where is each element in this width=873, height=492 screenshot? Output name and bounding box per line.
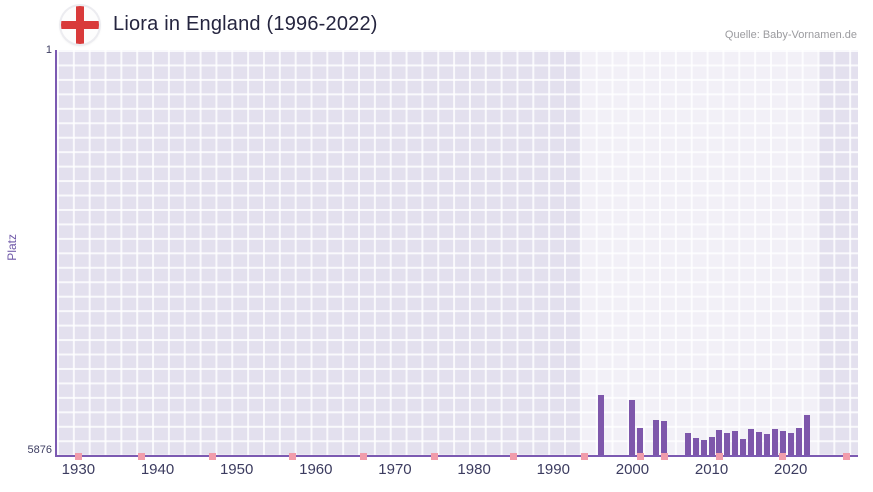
baseline-marker-1975 [431, 453, 439, 460]
bar-1996[interactable] [597, 394, 604, 455]
y-axis-line [55, 50, 57, 457]
bar-2018[interactable] [771, 429, 778, 455]
baseline-marker-2019 [779, 453, 787, 460]
bar-2004[interactable] [661, 420, 668, 455]
bar-2014[interactable] [740, 438, 747, 455]
bar-2009[interactable] [700, 440, 707, 455]
bar-2019[interactable] [779, 431, 786, 455]
bar-2011[interactable] [716, 429, 723, 455]
bar-2012[interactable] [724, 433, 731, 455]
plot-area [57, 50, 858, 460]
baseline-marker-2027 [842, 453, 850, 460]
bar-2007[interactable] [684, 433, 691, 455]
baseline-marker-1957 [288, 453, 296, 460]
bar-2022[interactable] [803, 414, 810, 455]
bar-2017[interactable] [763, 433, 770, 455]
x-tick-1930: 1930 [61, 461, 96, 478]
x-tick-1940: 1940 [140, 461, 175, 478]
x-tick-1980: 1980 [457, 461, 491, 478]
x-tick-1990: 1990 [536, 461, 570, 478]
england-flag-icon [61, 6, 99, 44]
x-tick-2000: 2000 [615, 461, 650, 478]
y-tick-min: 5876 [27, 444, 52, 456]
bar-2008[interactable] [692, 438, 699, 455]
flag-cross-horizontal [61, 21, 99, 29]
baseline-marker-1994 [581, 453, 589, 460]
bar-2000[interactable] [629, 400, 636, 455]
baseline-marker-2004 [660, 453, 668, 460]
source-attribution: Quelle: Baby-Vornamen.de [724, 29, 857, 41]
baseline-marker-1966 [359, 453, 367, 460]
x-tick-1960: 1960 [299, 461, 333, 478]
x-tick-2020: 2020 [774, 461, 808, 478]
bar-2010[interactable] [708, 436, 715, 455]
highlight-band [580, 50, 819, 455]
bar-2013[interactable] [732, 431, 739, 455]
baseline-marker-2001 [636, 453, 644, 460]
y-axis-title: Platz [5, 234, 19, 261]
baseline-marker-1938 [138, 453, 146, 460]
bar-2021[interactable] [795, 427, 802, 455]
baseline-marker-1947 [209, 453, 217, 460]
baseline-marker-1930 [74, 453, 82, 460]
y-tick-max: 1 [45, 44, 52, 56]
x-tick-1970: 1970 [378, 461, 412, 478]
baseline-marker-2011 [715, 453, 723, 460]
baseline-marker-1985 [510, 453, 518, 460]
x-tick-1950: 1950 [219, 461, 254, 478]
bar-2003[interactable] [653, 420, 660, 455]
x-axis-ticks: 1930 1940 1950 1960 1970 1980 1990 2000 2010 2020 [57, 461, 858, 481]
page-title: Liora in England (1996-2022) [113, 13, 378, 35]
bar-2001[interactable] [637, 427, 644, 455]
x-axis-line [55, 455, 858, 457]
bar-2015[interactable] [748, 429, 755, 455]
bar-2020[interactable] [787, 432, 794, 455]
bar-2016[interactable] [756, 431, 763, 455]
x-tick-2010: 2010 [694, 461, 729, 478]
